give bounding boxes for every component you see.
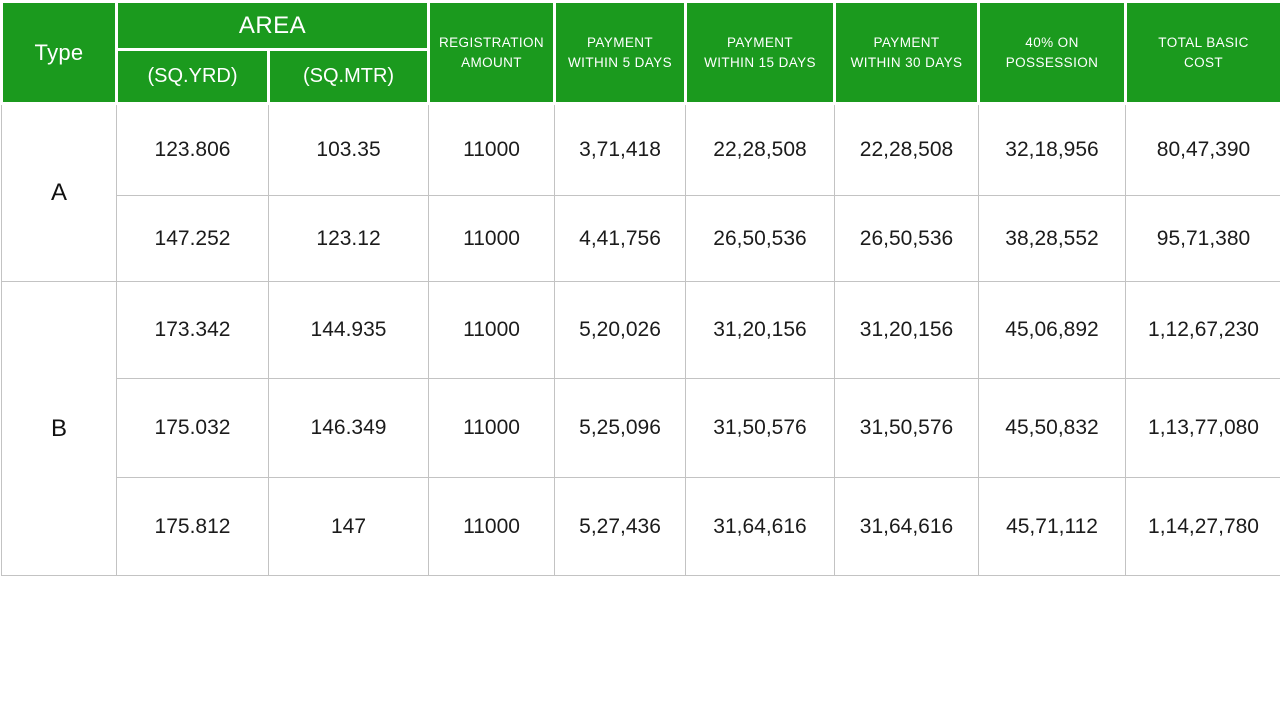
cell-area-sqyrd: 173.342 <box>116 281 269 379</box>
table-row: 175.812 147 11000 5,27,436 31,64,616 31,… <box>2 477 1280 576</box>
header-label-line: TOTAL BASIC <box>1158 34 1249 50</box>
col-header-sq-yrd: (SQ.YRD) <box>115 48 270 105</box>
col-header-sq-mtr: (SQ.MTR) <box>266 48 431 105</box>
cell-area-sqmtr: 144.935 <box>267 281 430 379</box>
col-header-payment-5-days: PAYMENT WITHIN 5 DAYS <box>553 0 688 105</box>
cell-total: 1,13,77,080 <box>1125 378 1280 478</box>
header-label-line: PAYMENT <box>586 34 654 50</box>
table-row: 147.252 123.12 11000 4,41,756 26,50,536 … <box>2 195 1280 282</box>
cell-payment-15: 31,50,576 <box>685 378 836 478</box>
cell-area-sqmtr: 123.12 <box>267 195 430 282</box>
cell-possession: 45,50,832 <box>978 378 1127 478</box>
cell-area-sqyrd: 123.806 <box>116 103 269 196</box>
price-table: Type AREA REGISTRATION AMOUNT PAYMENT WI… <box>0 0 1280 576</box>
cell-payment-30: 26,50,536 <box>834 195 980 282</box>
cell-possession: 38,28,552 <box>978 195 1127 282</box>
header-label-line: WITHIN 5 DAYS <box>568 54 672 70</box>
cell-payment-15: 26,50,536 <box>685 195 836 282</box>
col-header-40-on-possession: 40% ON POSSESSION <box>977 0 1128 105</box>
cell-area-sqmtr: 147 <box>267 477 430 576</box>
col-header-type: Type <box>0 0 118 105</box>
cell-area-sqmtr: 146.349 <box>267 378 430 478</box>
cell-registration: 11000 <box>428 103 556 196</box>
header-label-line: REGISTRATION <box>438 34 545 50</box>
cell-total: 95,71,380 <box>1125 195 1280 282</box>
header-label-line: AMOUNT <box>461 54 522 70</box>
cell-total: 1,14,27,780 <box>1125 477 1280 576</box>
cell-payment-30: 31,50,576 <box>834 378 980 478</box>
cell-type-b: B <box>1 281 117 576</box>
header-label-line: 40% ON <box>1025 34 1079 50</box>
col-header-area: AREA <box>114 0 431 51</box>
header-label-line: PAYMENT <box>873 34 940 50</box>
cell-payment-15: 31,20,156 <box>685 281 836 379</box>
table-row: B 173.342 144.935 11000 5,20,026 31,20,1… <box>1 281 1280 576</box>
cell-payment-5: 5,20,026 <box>554 281 687 379</box>
table-header: Type AREA REGISTRATION AMOUNT PAYMENT WI… <box>0 0 1280 105</box>
cell-payment-30: 22,28,508 <box>834 103 980 196</box>
header-label-line: WITHIN 15 DAYS <box>704 54 816 70</box>
cell-payment-30: 31,20,156 <box>834 281 980 379</box>
col-header-registration-amount: REGISTRATION AMOUNT <box>427 0 557 105</box>
table-row: A 123.806 103.35 11000 3,71,418 22,28,50… <box>1 103 1280 282</box>
cell-area-sqmtr: 103.35 <box>267 103 430 196</box>
cell-payment-30: 31,64,616 <box>834 477 980 576</box>
col-header-total-basic-cost: TOTAL BASIC COST <box>1124 0 1280 105</box>
cell-payment-5: 3,71,418 <box>554 103 687 196</box>
cell-total: 80,47,390 <box>1125 103 1280 196</box>
cell-payment-5: 4,41,756 <box>554 195 687 282</box>
cell-area-sqyrd: 147.252 <box>116 195 269 282</box>
header-label-line: PAYMENT <box>726 34 794 50</box>
header-row-sub: (SQ.YRD) (SQ.MTR) <box>2 48 1280 105</box>
cell-total: 1,12,67,230 <box>1125 281 1280 379</box>
cell-type-a: A <box>1 103 117 282</box>
cell-payment-15: 31,64,616 <box>685 477 836 576</box>
cell-payment-5: 5,25,096 <box>554 378 687 478</box>
cell-possession: 45,71,112 <box>978 477 1127 576</box>
header-label-line: POSSESSION <box>1005 54 1099 70</box>
cell-registration: 11000 <box>428 477 556 576</box>
cell-payment-5: 5,27,436 <box>554 477 687 576</box>
table-body: A 123.806 103.35 11000 3,71,418 22,28,50… <box>1 103 1280 576</box>
cell-possession: 32,18,956 <box>978 103 1127 196</box>
col-header-payment-30-days: PAYMENT WITHIN 30 DAYS <box>833 0 981 105</box>
table-row: 175.032 146.349 11000 5,25,096 31,50,576… <box>2 378 1280 478</box>
cell-payment-15: 22,28,508 <box>685 103 836 196</box>
header-row-top: Type AREA REGISTRATION AMOUNT PAYMENT WI… <box>0 0 1280 105</box>
cell-possession: 45,06,892 <box>978 281 1127 379</box>
cell-registration: 11000 <box>428 378 556 478</box>
header-label-line: WITHIN 30 DAYS <box>850 54 963 70</box>
cell-registration: 11000 <box>428 281 556 379</box>
cell-area-sqyrd: 175.032 <box>116 378 269 478</box>
cell-area-sqyrd: 175.812 <box>116 477 269 576</box>
cell-registration: 11000 <box>428 195 556 282</box>
header-label-line: COST <box>1183 54 1224 70</box>
col-header-payment-15-days: PAYMENT WITHIN 15 DAYS <box>684 0 837 105</box>
